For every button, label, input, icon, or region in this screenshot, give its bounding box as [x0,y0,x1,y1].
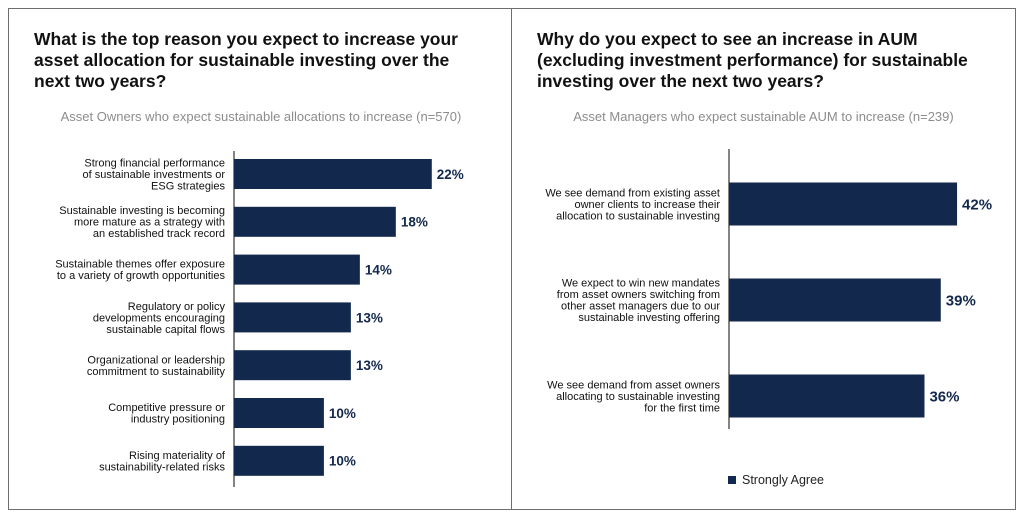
left-category-label-line: developments encouraging [93,312,225,324]
left-category-label-line: sustainability-related risks [99,461,225,473]
right-category-label-line: for the first time [644,402,720,414]
left-category-label-line: industry positioning [131,414,225,426]
left-value-label-1: 22% [437,167,464,182]
left-value-label-2: 18% [401,215,428,230]
left-chart-subtitle: Asset Owners who expect sustainable allo… [60,109,462,124]
left-category-label-7: Rising materiality of sustainability-rela… [99,450,226,474]
right-category-label-line: We expect to win new mandates [562,278,721,290]
legend-label: Strongly Agree [742,473,824,487]
left-category-label-line: ESG strategies [151,180,225,192]
left-category-label-6: Competitive pressure or industry position… [108,402,225,426]
right-value-label-2: 39% [946,292,976,309]
right-category-label-line: allocation to sustainable investing [556,210,720,222]
right-chart-panel: Why do you expect to see an increase in … [511,8,1016,510]
left-category-label-line: to a variety of growth opportunities [57,270,226,282]
left-value-label-6: 10% [329,406,356,421]
right-bar-3 [729,374,925,418]
left-category-label-line: more mature as a strategy with [74,217,225,229]
right-bar-2 [729,278,941,322]
right-chart-subtitle: Asset Managers who expect sustainable AU… [573,109,954,124]
left-category-label-5: Organizational or leadership commitment t… [87,354,226,378]
right-category-label-1: We see demand from existing asset owner c… [545,187,720,222]
left-value-label-7: 10% [329,454,356,469]
left-category-label-line: Competitive pressure or [108,402,225,414]
left-category-label-line: Regulatory or policy [128,301,226,313]
left-bar-5 [234,350,351,381]
right-category-label-line: sustainable investing offering [578,312,720,324]
right-category-label-line: We see demand from existing asset [545,187,720,199]
left-category-label-line: Organizational or leadership [87,354,225,366]
left-bar-1 [234,159,432,189]
left-category-label-line: Sustainable investing is becoming [59,205,225,217]
chart-legend: Strongly Agree [728,473,824,487]
left-bar-chart: 22% Strong financial performance of sustai… [55,151,464,487]
right-category-label-line: from asset owners switching from [557,289,720,301]
left-category-label-line: Strong financial performance [84,157,225,169]
right-bar-1 [729,182,958,226]
right-category-label-line: other asset managers due to our [561,301,720,313]
left-bar-3 [234,254,360,285]
right-value-label-1: 42% [962,196,992,213]
left-category-label-2: Sustainable investing is becoming more ma… [59,205,225,240]
right-value-label-3: 36% [929,388,959,405]
left-category-label-line: commitment to sustainability [87,366,226,378]
left-category-label-1: Strong financial performance of sustainab… [83,157,226,192]
right-category-label-line: owner clients to increase their [574,199,720,211]
left-bar-4 [234,302,351,333]
left-value-label-4: 13% [356,310,383,325]
right-category-label-2: We expect to win new mandates from asset … [557,278,721,325]
left-category-label-3: Sustainable themes offer exposure to a va… [55,259,225,283]
right-category-label-line: We see demand from asset owners [547,379,720,391]
left-category-label-line: Rising materiality of [129,450,226,462]
right-bar-chart: 42% We see demand from existing asset owne… [545,149,992,429]
right-chart-title: Why do you expect to see an increase in … [537,29,968,91]
left-category-label-line: sustainable capital flows [106,324,225,336]
left-bar-6 [234,398,324,428]
left-category-label-line: an established track record [93,228,225,240]
left-value-label-3: 14% [365,262,392,277]
right-category-label-line: allocating to sustainable investing [556,391,720,403]
left-value-label-5: 13% [356,358,383,373]
left-bar-2 [234,206,396,237]
left-category-label-4: Regulatory or policy developments encoura… [93,301,226,336]
left-chart-title: What is the top reason you expect to inc… [34,29,458,91]
legend-swatch [728,476,736,484]
left-category-label-line: Sustainable themes offer exposure [55,259,225,271]
left-bar-7 [234,445,324,476]
left-category-label-line: of sustainable investments or [83,169,226,181]
right-category-label-3: We see demand from asset owners allocatin… [547,379,720,414]
left-chart-panel: What is the top reason you expect to inc… [8,8,512,510]
